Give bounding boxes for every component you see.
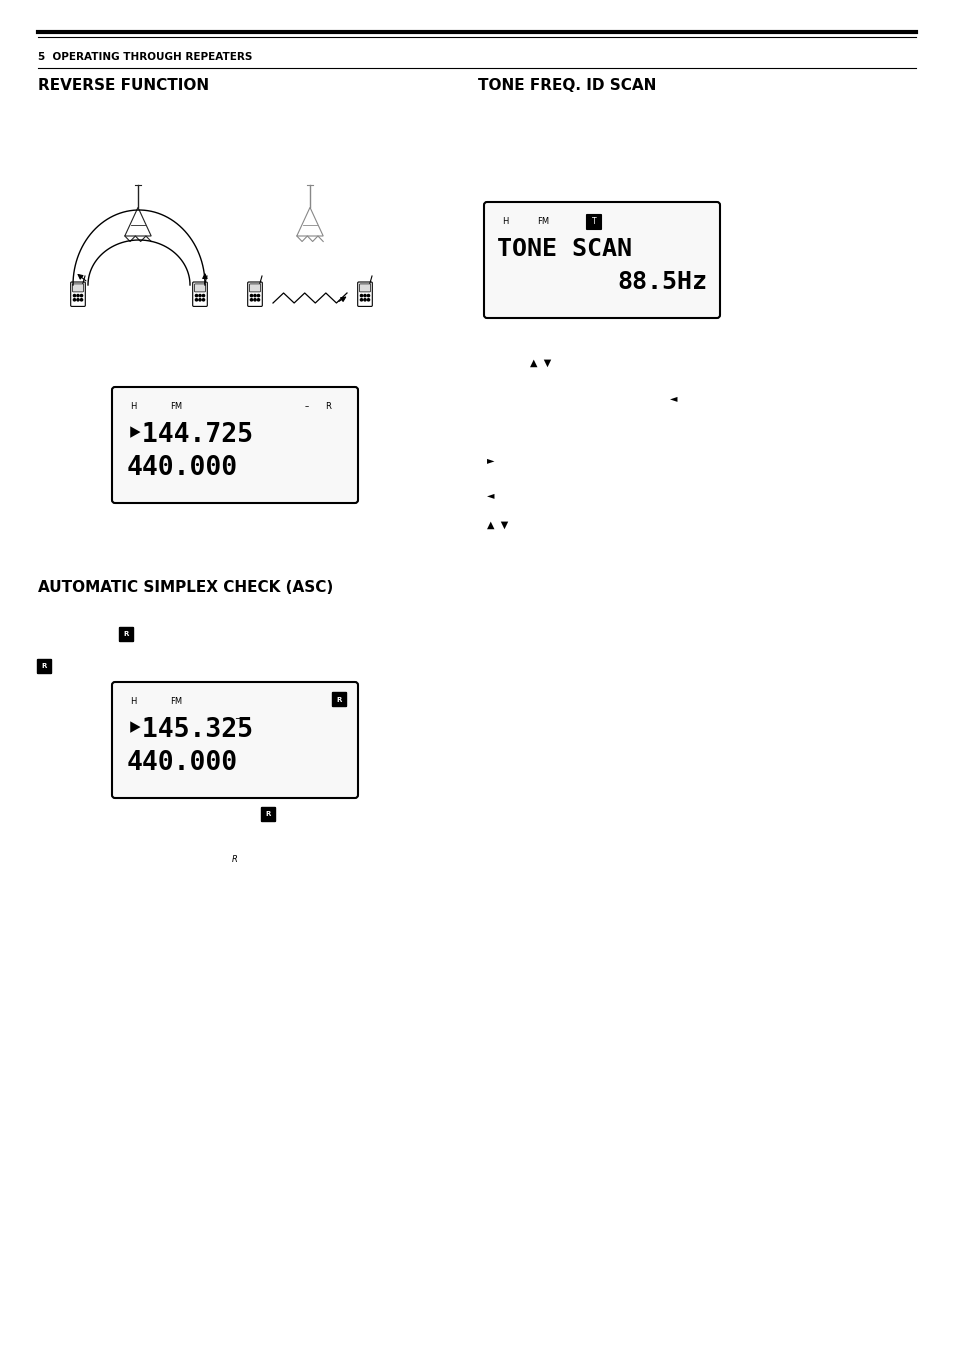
Circle shape (77, 294, 79, 297)
Text: R: R (336, 696, 342, 703)
Text: TONE FREQ. ID SCAN: TONE FREQ. ID SCAN (477, 78, 656, 93)
Circle shape (363, 298, 366, 301)
Text: –: – (305, 402, 309, 411)
Circle shape (253, 294, 255, 297)
Text: FM: FM (170, 697, 182, 706)
Text: ◄: ◄ (669, 393, 677, 403)
Text: R: R (266, 812, 271, 817)
Circle shape (363, 294, 366, 297)
Circle shape (80, 294, 83, 297)
Text: ‣144.725: ‣144.725 (127, 422, 253, 448)
Text: R: R (325, 402, 331, 411)
Text: FM: FM (537, 217, 549, 227)
Text: FM: FM (170, 402, 182, 411)
Text: 5  OPERATING THROUGH REPEATERS: 5 OPERATING THROUGH REPEATERS (38, 53, 253, 62)
Circle shape (253, 298, 255, 301)
FancyBboxPatch shape (71, 282, 85, 306)
FancyBboxPatch shape (119, 627, 133, 642)
Circle shape (73, 294, 75, 297)
Text: T: T (591, 217, 596, 227)
Text: ‣145.325: ‣145.325 (127, 718, 253, 743)
Circle shape (367, 298, 369, 301)
FancyBboxPatch shape (261, 808, 275, 822)
Text: R: R (124, 631, 129, 638)
FancyBboxPatch shape (112, 683, 357, 799)
Text: R: R (232, 855, 237, 863)
FancyBboxPatch shape (72, 283, 83, 291)
Circle shape (80, 298, 83, 301)
Circle shape (198, 298, 201, 301)
FancyBboxPatch shape (193, 282, 207, 306)
Circle shape (250, 294, 253, 297)
FancyBboxPatch shape (37, 660, 51, 673)
Circle shape (360, 298, 362, 301)
Text: ▲  ▼: ▲ ▼ (486, 519, 508, 530)
FancyBboxPatch shape (586, 214, 601, 229)
Circle shape (202, 298, 204, 301)
Circle shape (367, 294, 369, 297)
Circle shape (195, 298, 197, 301)
Circle shape (77, 298, 79, 301)
Circle shape (360, 294, 362, 297)
Circle shape (198, 294, 201, 297)
Text: R: R (42, 664, 47, 669)
Text: H: H (501, 217, 508, 227)
FancyBboxPatch shape (248, 282, 262, 306)
FancyBboxPatch shape (359, 283, 370, 291)
Text: AUTOMATIC SIMPLEX CHECK (ASC): AUTOMATIC SIMPLEX CHECK (ASC) (38, 580, 333, 595)
Text: REVERSE FUNCTION: REVERSE FUNCTION (38, 78, 209, 93)
FancyBboxPatch shape (483, 202, 720, 318)
Circle shape (257, 298, 259, 301)
FancyBboxPatch shape (112, 387, 357, 503)
FancyBboxPatch shape (194, 283, 205, 291)
FancyBboxPatch shape (357, 282, 372, 306)
Text: 88.5Hz: 88.5Hz (617, 270, 706, 294)
Text: H: H (130, 697, 136, 706)
Text: ►: ► (486, 455, 494, 465)
FancyBboxPatch shape (250, 283, 260, 291)
Text: 440.000: 440.000 (127, 750, 238, 776)
Text: _: _ (234, 710, 239, 719)
Circle shape (202, 294, 204, 297)
Circle shape (257, 294, 259, 297)
Circle shape (195, 294, 197, 297)
Text: 440.000: 440.000 (127, 455, 238, 482)
Text: TONE SCAN: TONE SCAN (497, 237, 631, 260)
Text: H: H (130, 402, 136, 411)
Text: ▲  ▼: ▲ ▼ (530, 357, 551, 368)
Circle shape (73, 298, 75, 301)
Text: ◄: ◄ (486, 490, 494, 500)
FancyBboxPatch shape (333, 692, 346, 707)
Circle shape (250, 298, 253, 301)
